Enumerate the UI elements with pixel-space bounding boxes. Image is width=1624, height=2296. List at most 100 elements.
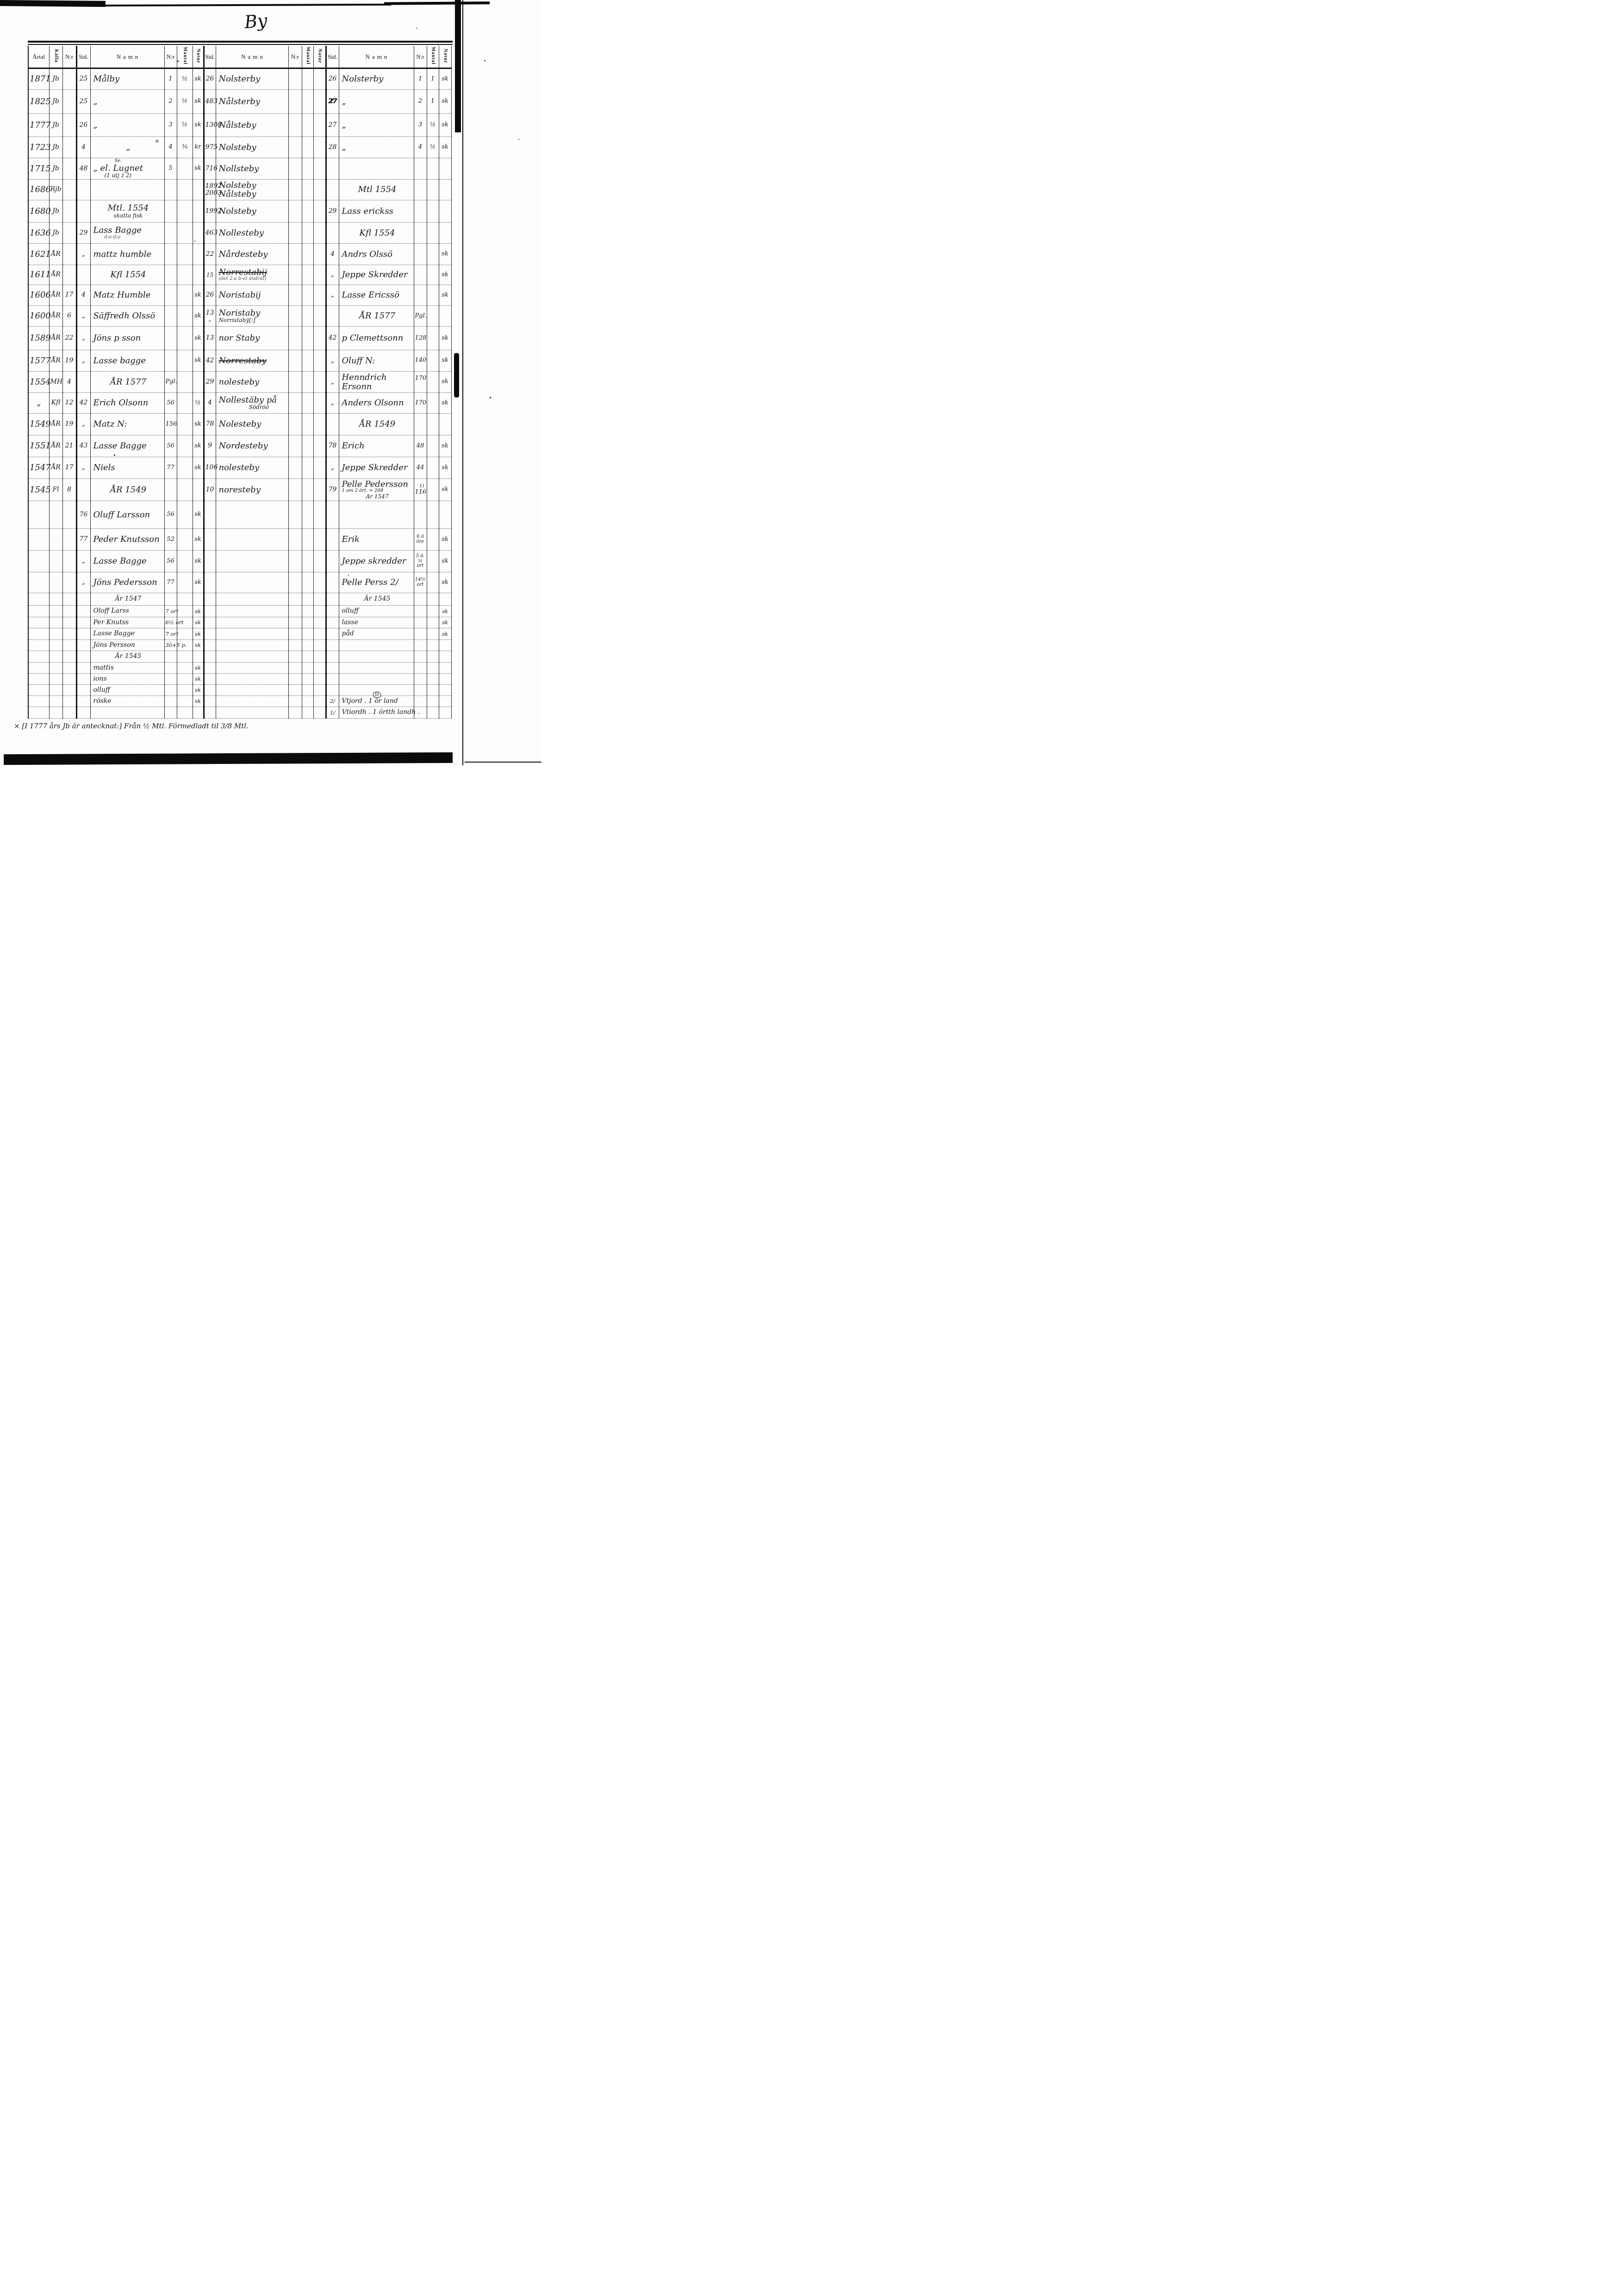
cell-nat1-16: sk	[193, 413, 205, 435]
cell-kalla-25	[49, 605, 63, 617]
cell-sid1-7: 29	[76, 222, 91, 244]
cell-man3-7	[427, 222, 439, 244]
cell-namn1-8: mattz humble	[90, 243, 165, 265]
cell-nr2-13	[288, 350, 302, 372]
cell-namn1-5	[90, 179, 165, 200]
cell-man3-4	[427, 158, 439, 180]
cell-nr0-1	[62, 89, 77, 114]
cell-sid2-21	[204, 528, 216, 551]
scan-bar-bottom	[3, 752, 453, 765]
cell-man2-1	[302, 89, 314, 114]
cell-nat3-11	[439, 305, 452, 327]
cell-nr3-4	[414, 158, 427, 180]
cell-namn3-19: Pelle Pedersson 1 om 2 ört. = 208 Ar 1547	[339, 478, 414, 501]
speck-2	[484, 60, 485, 61]
cell-namn1-32: olluff	[90, 684, 165, 696]
scan-line-top	[92, 3, 392, 7]
cell-sid1-30	[76, 662, 91, 674]
ledger-row-28: Jöns Persson 3ö+5 p. sk	[28, 639, 452, 651]
cell-nat2-15	[313, 392, 327, 414]
cell-sid2-22	[204, 550, 216, 572]
cell-nat1-17: sk	[193, 435, 205, 457]
cell-man3-25	[427, 605, 439, 617]
cell-sid2-5: 1892 2003	[204, 179, 222, 200]
cell-nat2-16	[313, 413, 327, 435]
cell-namn3-12: p Clemettsonn	[339, 326, 414, 350]
cell-nat2-26	[313, 617, 327, 628]
cell-namn2-21	[216, 528, 289, 551]
cell-man1-4	[177, 158, 193, 180]
cell-nr3-33	[414, 695, 427, 707]
cell-namn1-4: Se. „ el. Lugnet (1 utj ż 2)	[90, 158, 165, 180]
ledger-row-23: „ Jöns Pedersson 77 sk Pelle Perss 2/14½ ort s…	[28, 572, 452, 593]
cell-nat2-29	[313, 651, 327, 663]
cell-sid1-10: 4	[76, 285, 91, 306]
cell-nr1-11	[164, 305, 177, 327]
cell-nr1-10	[164, 285, 177, 306]
cell-artal-9: 1611	[28, 265, 51, 285]
ledger-row-1: 1825 Jb 25 „ 2 ½ sk 483 Nålsterby 27 „ 2 1 sk	[28, 89, 452, 114]
cell-artal-22	[28, 550, 50, 572]
cell-kalla-28	[49, 639, 63, 651]
scan-line-right-edge	[462, 0, 463, 765]
cell-sid2-9: 15	[204, 265, 216, 285]
cell-namn2-17: Nordesteby	[216, 435, 289, 457]
cell-nr2-9	[288, 265, 302, 285]
cell-kalla-15: Kfl	[49, 392, 63, 414]
cell-kalla-10: ÅR	[49, 285, 63, 306]
cell-nat3-4	[439, 158, 452, 180]
cell-kalla-32	[49, 684, 63, 696]
cell-nr2-5	[288, 179, 302, 200]
cell-artal-5: 1686	[28, 179, 51, 200]
cell-man1-25	[177, 605, 193, 617]
cell-namn3-18: Jeppe Skredder	[339, 457, 414, 479]
cell-nr0-0	[62, 68, 77, 90]
cell-man2-10	[302, 285, 314, 306]
col-header-nat3: Natur	[439, 46, 452, 69]
cell-nr3-15: 170	[414, 392, 427, 414]
cell-nat2-34	[313, 707, 327, 719]
cell-man1-14	[177, 371, 193, 393]
cell-artal-11: 1600	[28, 305, 51, 327]
cell-artal-21	[28, 528, 50, 551]
cell-man3-34	[427, 707, 439, 719]
ledger-row-5: 1686 Rjb 1892 2003 Nolsteby Nålsteby Mtl 1554	[28, 179, 452, 200]
col-header-sid1: Sid.	[76, 46, 91, 69]
cell-sid3-30	[326, 662, 339, 674]
cell-sid1-14	[76, 371, 91, 393]
cell-man2-3	[302, 137, 314, 158]
cell-nr1-22: 56	[164, 550, 177, 572]
cell-nat1-21: sk	[193, 528, 205, 551]
cell-nr3-8	[414, 243, 427, 265]
cell-man2-34	[302, 707, 314, 719]
cell-nr1-8	[164, 243, 177, 265]
cell-nr0-12: 22	[62, 326, 77, 350]
cell-nat3-2: sk	[439, 113, 452, 137]
cell-namn2-9: Norrestabij (det 2:a b-et ändrat)	[216, 265, 289, 285]
cell-namn2-31	[216, 673, 289, 685]
cell-man2-30	[302, 662, 314, 674]
cell-nr1-30	[164, 662, 177, 674]
cell-nr2-7	[288, 222, 302, 244]
cell-man1-5	[177, 179, 193, 200]
cell-man3-11	[427, 305, 439, 327]
cell-artal-23	[28, 572, 50, 593]
cell-nat1-25: sk	[193, 605, 205, 617]
cell-nr1-24	[164, 593, 177, 606]
cell-sid2-12: 13	[204, 326, 216, 350]
cell-sid3-33: 2/	[326, 695, 339, 707]
col-header-kalla: Källa	[49, 46, 63, 69]
cell-sid3-2: 27	[326, 113, 339, 137]
cell-nr2-24	[288, 593, 302, 606]
cell-nr1-3: 4	[164, 137, 177, 158]
cell-sid1-24	[76, 593, 91, 606]
cell-namn3-8: Andrs Olssö	[339, 243, 414, 265]
cell-sid1-3: 4	[76, 137, 91, 158]
cell-sid1-8: „	[76, 243, 91, 265]
cell-sid1-34	[76, 707, 91, 719]
cell-sid2-24	[204, 593, 216, 606]
cell-sid1-2: 26	[76, 113, 91, 137]
cell-kalla-3: Jb	[49, 137, 63, 158]
cell-nr2-29	[288, 651, 302, 663]
cell-man2-16	[302, 413, 314, 435]
